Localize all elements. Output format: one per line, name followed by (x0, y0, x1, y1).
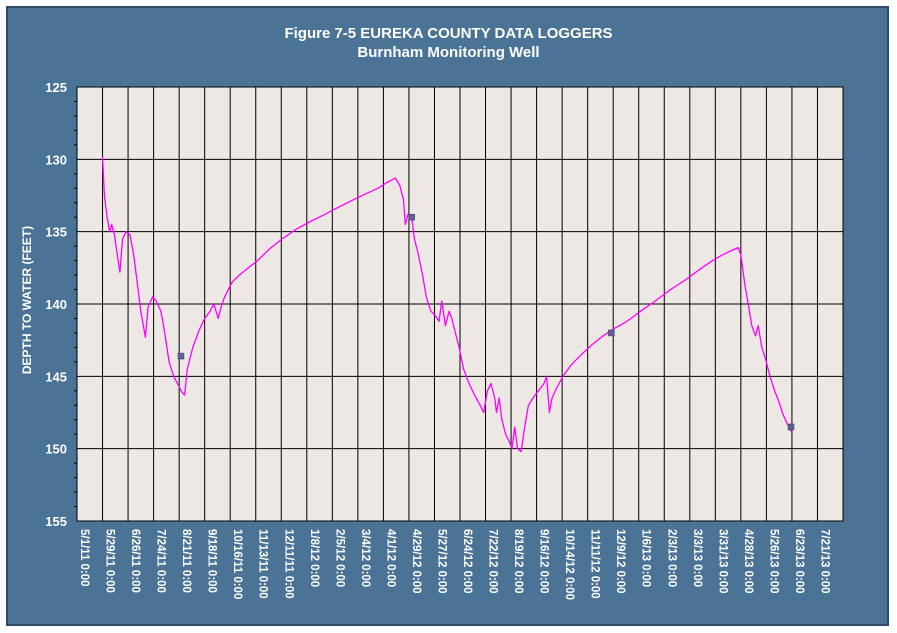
y-tick-label: 155 (45, 514, 67, 529)
series-line (101, 156, 792, 453)
x-tick-label: 9/18/11 0:00 (206, 529, 218, 593)
x-tick-label: 6/26/11 0:00 (129, 529, 141, 593)
chart-title-block: Figure 7-5 EUREKA COUNTY DATA LOGGERS Bu… (0, 24, 897, 62)
x-tick-label: 6/24/12 0:00 (461, 529, 473, 594)
x-tick-label: 3/3/13 0:00 (691, 529, 703, 587)
x-tick-label: 5/26/13 0:00 (767, 529, 779, 594)
x-tick-label: 7/22/12 0:00 (487, 529, 499, 594)
x-tick-label: 7/24/11 0:00 (155, 529, 167, 593)
data-point-marker (787, 423, 795, 431)
x-tick-label: 2/3/13 0:00 (665, 529, 677, 587)
y-tick-label: 130 (45, 152, 67, 167)
x-tick-label: 5/29/11 0:00 (104, 529, 116, 593)
x-tick-label: 7/21/13 0:00 (818, 529, 830, 594)
x-tick-label: 8/21/11 0:00 (180, 529, 192, 593)
marker-layer (177, 213, 795, 431)
x-tick-label: 12/9/12 0:00 (614, 529, 626, 594)
grid-lines (74, 86, 843, 522)
x-tick-label: 12/11/11 0:00 (282, 529, 294, 599)
x-tick-label: 10/14/12 0:00 (563, 529, 575, 600)
data-point-marker (408, 213, 415, 221)
x-tick-label: 3/4/12 0:00 (359, 529, 371, 587)
x-tick-label: 9/16/12 0:00 (538, 529, 550, 594)
x-tick-label: 1/6/13 0:00 (640, 529, 652, 587)
x-tick-label: 5/27/12 0:00 (435, 529, 447, 594)
data-point-marker (177, 352, 185, 360)
y-tick-label: 125 (45, 80, 67, 95)
x-tick-label: 4/1/12 0:00 (384, 529, 396, 587)
x-tick-label: 11/11/12 0:00 (589, 529, 601, 599)
x-tick-label: 1/8/12 0:00 (308, 529, 320, 587)
chart-subtitle: Burnham Monitoring Well (357, 44, 540, 61)
x-tick-label: 8/19/12 0:00 (512, 529, 524, 594)
y-axis-ticks: 125 130 135 140 145 150 155 (45, 80, 67, 529)
x-tick-label: 2/5/12 0:00 (333, 529, 345, 587)
x-tick-label: 6/23/13 0:00 (793, 529, 805, 594)
x-tick-label: 3/31/13 0:00 (716, 529, 728, 594)
chart-title: Figure 7-5 EUREKA COUNTY DATA LOGGERS (284, 25, 613, 42)
y-tick-label: 140 (45, 297, 67, 312)
y-tick-label: 145 (45, 369, 67, 384)
y-tick-label: 135 (45, 225, 67, 240)
x-tick-label: 5/1/11 0:00 (78, 529, 90, 587)
y-tick-label: 150 (45, 442, 67, 457)
x-tick-label: 11/13/11 0:00 (257, 529, 269, 599)
series-layer (101, 156, 792, 453)
x-tick-label: 4/28/13 0:00 (742, 529, 754, 594)
x-tick-label: 4/29/12 0:00 (410, 529, 422, 594)
x-axis-ticks: 5/1/11 0:00 5/29/11 0:00 6/26/11 0:00 7/24/… (78, 529, 830, 600)
data-point-marker (608, 329, 615, 337)
x-tick-label: 10/16/11 0:00 (231, 529, 243, 599)
